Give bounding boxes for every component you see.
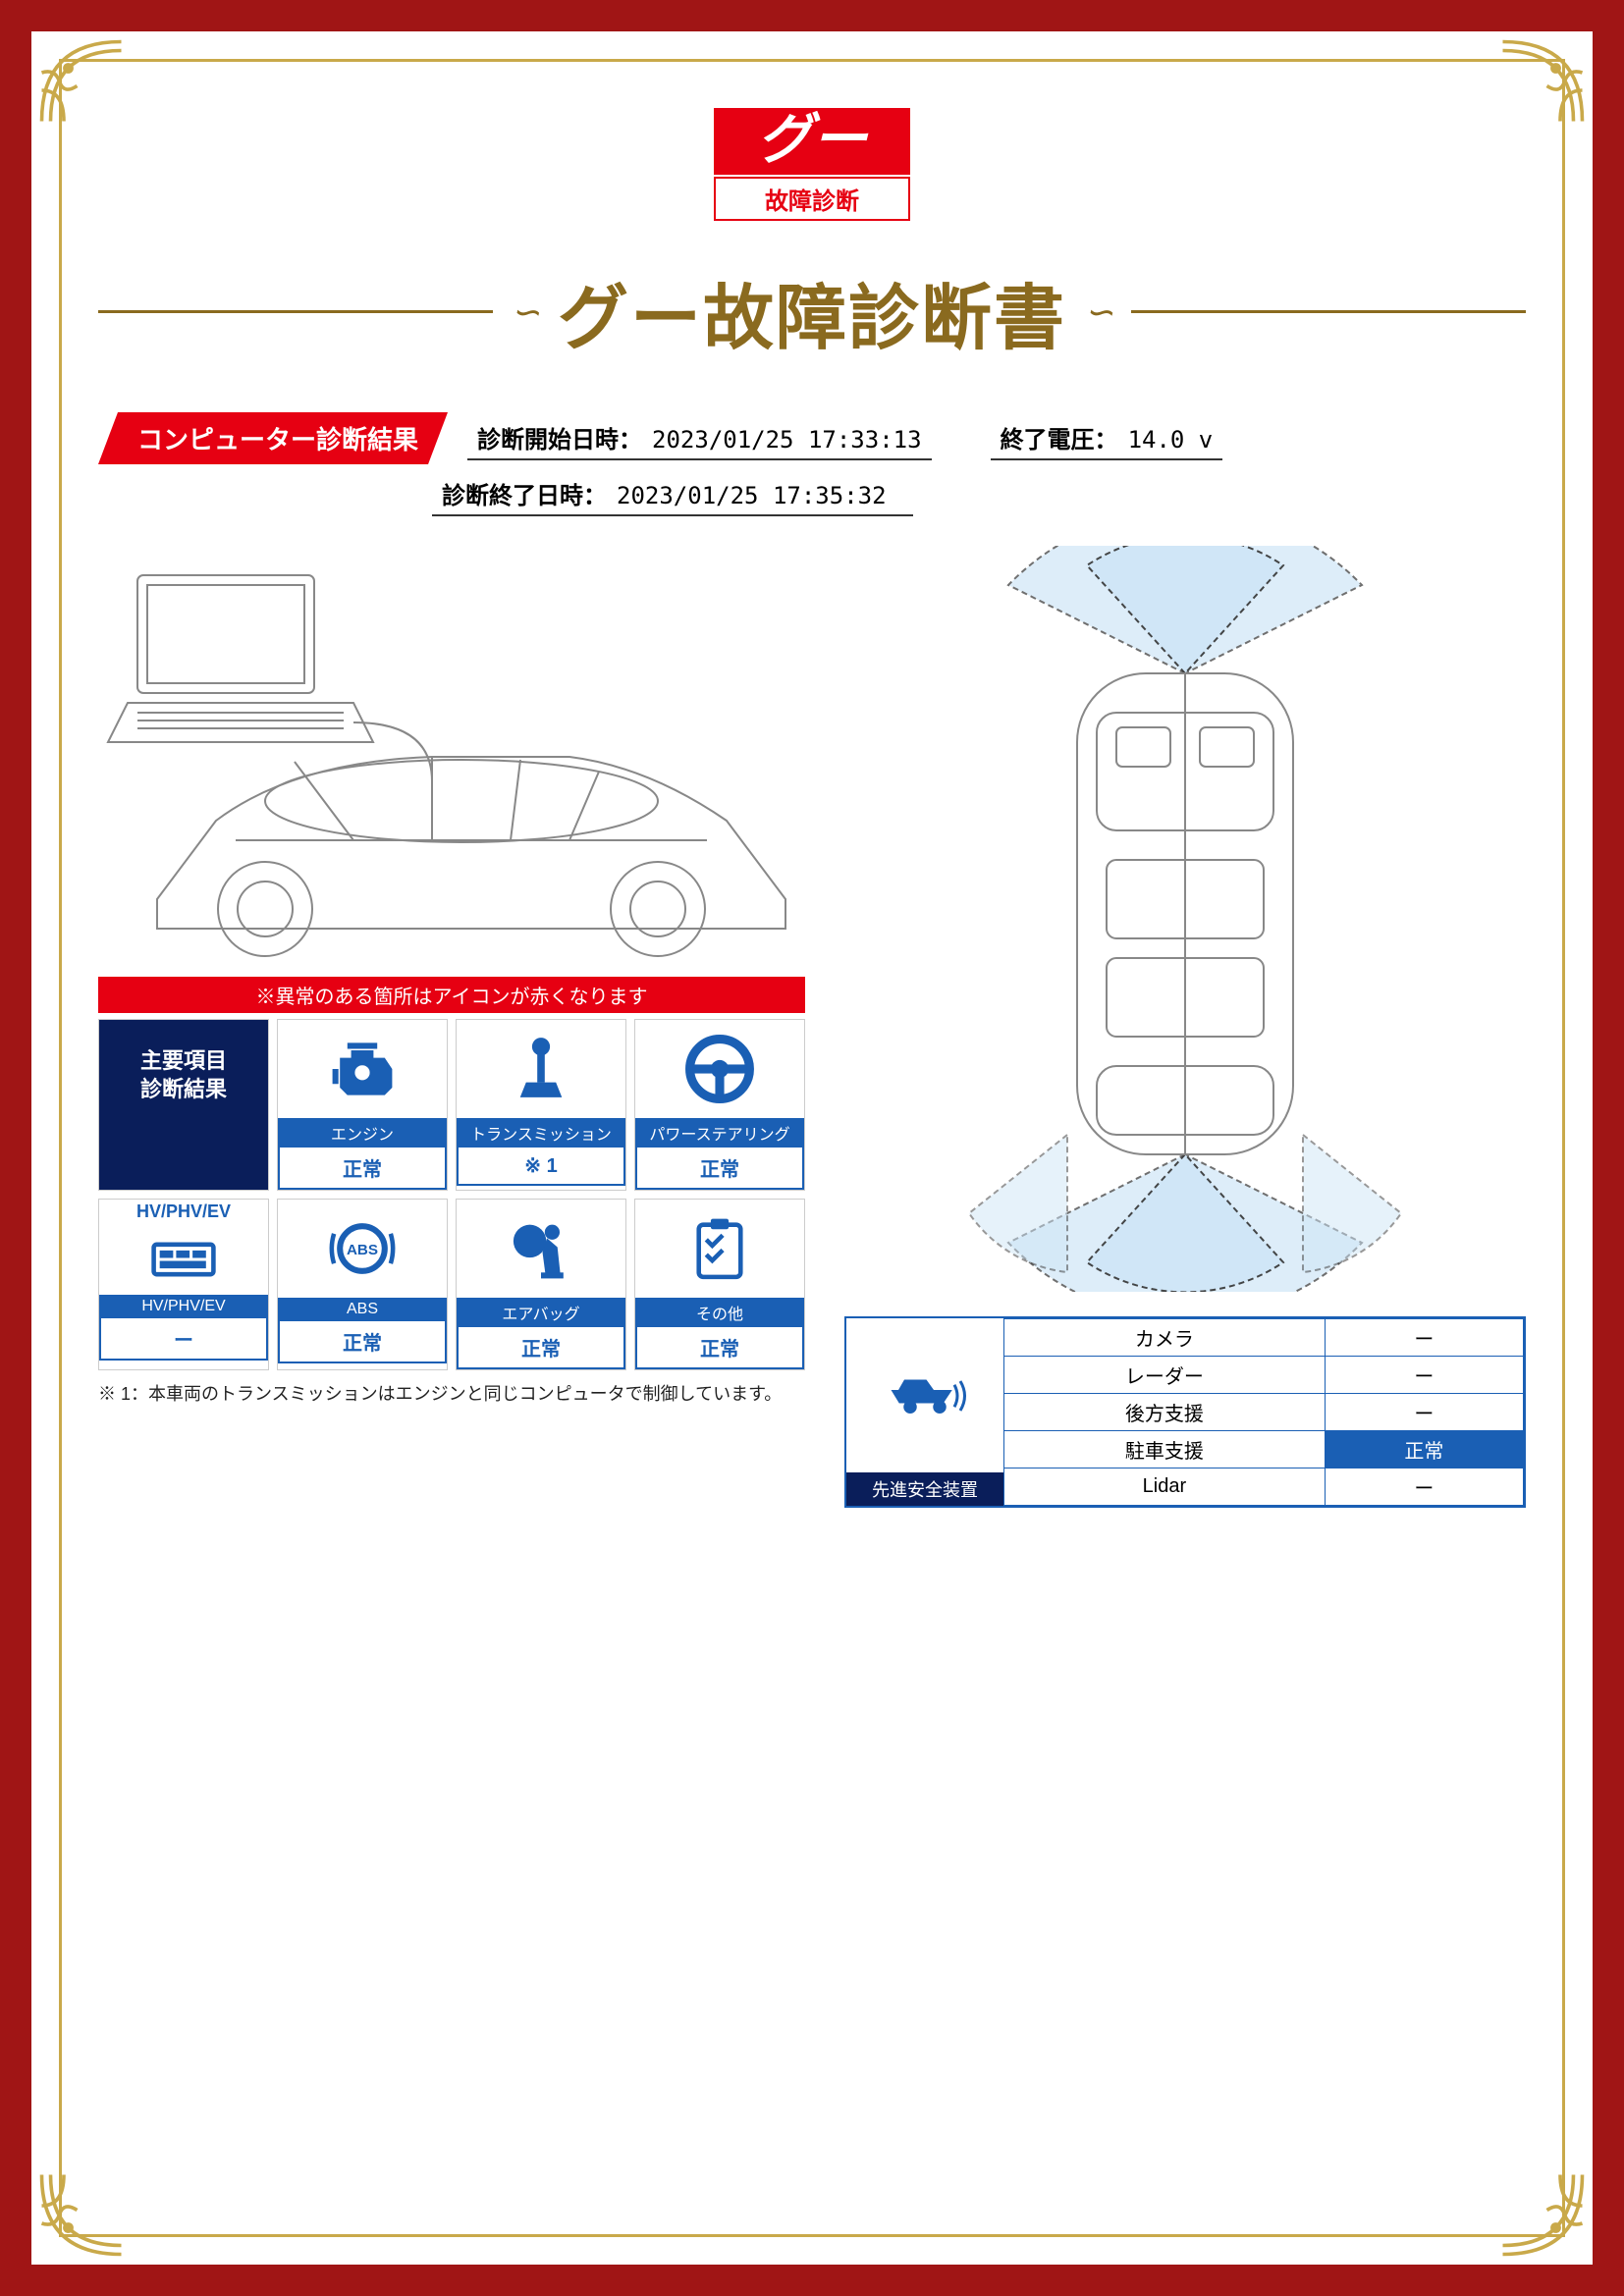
safety-value: ー bbox=[1325, 1394, 1523, 1431]
hv-head: HV/PHV/EV bbox=[99, 1200, 268, 1224]
transmission-status: ※ 1 bbox=[457, 1148, 625, 1186]
logo: グー 故障診断 bbox=[714, 108, 910, 221]
safety-box: 先進安全装置 カメラー レーダーー 後方支援ー 駐車支援正常 Lidarー bbox=[844, 1316, 1526, 1508]
steering-status: 正常 bbox=[635, 1148, 804, 1190]
table-row: Lidarー bbox=[1004, 1468, 1524, 1506]
airbag-label: エアバッグ bbox=[457, 1298, 625, 1327]
title-line-left bbox=[98, 310, 493, 313]
safety-label: 先進安全装置 bbox=[846, 1472, 1003, 1506]
info-start: 診断開始日時： 2023/01/25 17:33:13 bbox=[467, 416, 932, 460]
end-label: 診断終了日時： bbox=[442, 476, 607, 510]
checklist-icon bbox=[635, 1200, 804, 1298]
safety-name: カメラ bbox=[1004, 1319, 1326, 1357]
page-title: グー故障診断書 bbox=[558, 260, 1066, 363]
hv-status: ー bbox=[99, 1318, 268, 1361]
safety-value: ー bbox=[1325, 1468, 1523, 1506]
table-row: レーダーー bbox=[1004, 1357, 1524, 1394]
tile-main-head: 主要項目 診断結果 bbox=[98, 1019, 269, 1191]
safety-name: レーダー bbox=[1004, 1357, 1326, 1394]
main-head-label: 主要項目 診断結果 bbox=[99, 1020, 268, 1190]
table-row: カメラー bbox=[1004, 1319, 1524, 1357]
steering-icon bbox=[635, 1020, 804, 1118]
logo-sub: 故障診断 bbox=[714, 177, 910, 221]
safety-name: Lidar bbox=[1004, 1468, 1326, 1506]
section-tag: コンピューター診断結果 bbox=[98, 412, 448, 464]
table-row: 駐車支援正常 bbox=[1004, 1431, 1524, 1468]
safety-value: 正常 bbox=[1325, 1431, 1523, 1468]
results-grid-row1: 主要項目 診断結果 エンジン 正常 トランスミッション ※ 1 パワーステアリン… bbox=[98, 1019, 805, 1191]
safety-value: ー bbox=[1325, 1319, 1523, 1357]
airbag-icon bbox=[457, 1200, 625, 1298]
safety-table: カメラー レーダーー 後方支援ー 駐車支援正常 Lidarー bbox=[1003, 1318, 1524, 1506]
other-status: 正常 bbox=[635, 1327, 804, 1369]
logo-main: グー bbox=[714, 108, 910, 175]
section-header: コンピューター診断結果 診断開始日時： 2023/01/25 17:33:13 … bbox=[98, 412, 1526, 464]
tile-other: その他 正常 bbox=[634, 1199, 805, 1370]
airbag-status: 正常 bbox=[457, 1327, 625, 1369]
tile-power-steering: パワーステアリング 正常 bbox=[634, 1019, 805, 1191]
transmission-icon bbox=[457, 1020, 625, 1118]
title-line-right bbox=[1131, 310, 1526, 313]
redbar-note: ※異常のある箇所はアイコンが赤くなります bbox=[98, 977, 805, 1013]
engine-label: エンジン bbox=[278, 1118, 447, 1148]
start-value: 2023/01/25 17:33:13 bbox=[652, 426, 922, 454]
flourish-icon: ∽ bbox=[511, 292, 540, 333]
car-laptop-diagram bbox=[98, 546, 805, 958]
voltage-value: 14.0 v bbox=[1128, 426, 1214, 454]
voltage-label: 終了電圧： bbox=[1001, 420, 1118, 454]
hv-icon bbox=[99, 1224, 268, 1295]
engine-icon bbox=[278, 1020, 447, 1118]
footnote: ※ 1：本車両のトランスミッションはエンジンと同じコンピュータで制御しています。 bbox=[98, 1380, 805, 1406]
abs-status: 正常 bbox=[278, 1321, 447, 1363]
tile-transmission: トランスミッション ※ 1 bbox=[456, 1019, 626, 1191]
safety-name: 後方支援 bbox=[1004, 1394, 1326, 1431]
safety-value: ー bbox=[1325, 1357, 1523, 1394]
svg-text:ABS: ABS bbox=[347, 1242, 378, 1258]
table-row: 後方支援ー bbox=[1004, 1394, 1524, 1431]
other-label: その他 bbox=[635, 1298, 804, 1327]
safety-name: 駐車支援 bbox=[1004, 1431, 1326, 1468]
diagrams-row: ※異常のある箇所はアイコンが赤くなります 主要項目 診断結果 エンジン 正常 ト… bbox=[98, 546, 1526, 1508]
tile-engine: エンジン 正常 bbox=[277, 1019, 448, 1191]
tile-abs: ABS ABS 正常 bbox=[277, 1199, 448, 1370]
abs-icon: ABS bbox=[278, 1200, 447, 1298]
abs-label: ABS bbox=[278, 1298, 447, 1321]
start-label: 診断開始日時： bbox=[477, 420, 642, 454]
results-grid-row2: HV/PHV/EV HV/PHV/EV ー ABS ABS 正常 エアバッグ 正… bbox=[98, 1199, 805, 1370]
left-column: ※異常のある箇所はアイコンが赤くなります 主要項目 診断結果 エンジン 正常 ト… bbox=[98, 546, 805, 1508]
flourish-icon: ∽ bbox=[1084, 292, 1113, 333]
hv-label: HV/PHV/EV bbox=[99, 1295, 268, 1318]
sensor-diagram bbox=[844, 546, 1526, 1292]
safety-left: 先進安全装置 bbox=[846, 1318, 1003, 1506]
info-end: 診断終了日時： 2023/01/25 17:35:32 bbox=[432, 472, 913, 516]
engine-status: 正常 bbox=[278, 1148, 447, 1190]
car-sensor-icon bbox=[846, 1318, 1003, 1472]
right-column: 先進安全装置 カメラー レーダーー 後方支援ー 駐車支援正常 Lidarー bbox=[844, 546, 1526, 1508]
steering-label: パワーステアリング bbox=[635, 1118, 804, 1148]
title-row: ∽ グー故障診断書 ∽ bbox=[98, 260, 1526, 363]
tile-airbag: エアバッグ 正常 bbox=[456, 1199, 626, 1370]
end-value: 2023/01/25 17:35:32 bbox=[617, 482, 887, 509]
content-area: グー 故障診断 ∽ グー故障診断書 ∽ コンピューター診断結果 診断開始日時： … bbox=[98, 98, 1526, 2198]
transmission-label: トランスミッション bbox=[457, 1118, 625, 1148]
tile-hv: HV/PHV/EV HV/PHV/EV ー bbox=[98, 1199, 269, 1370]
info-voltage: 終了電圧： 14.0 v bbox=[991, 416, 1223, 460]
